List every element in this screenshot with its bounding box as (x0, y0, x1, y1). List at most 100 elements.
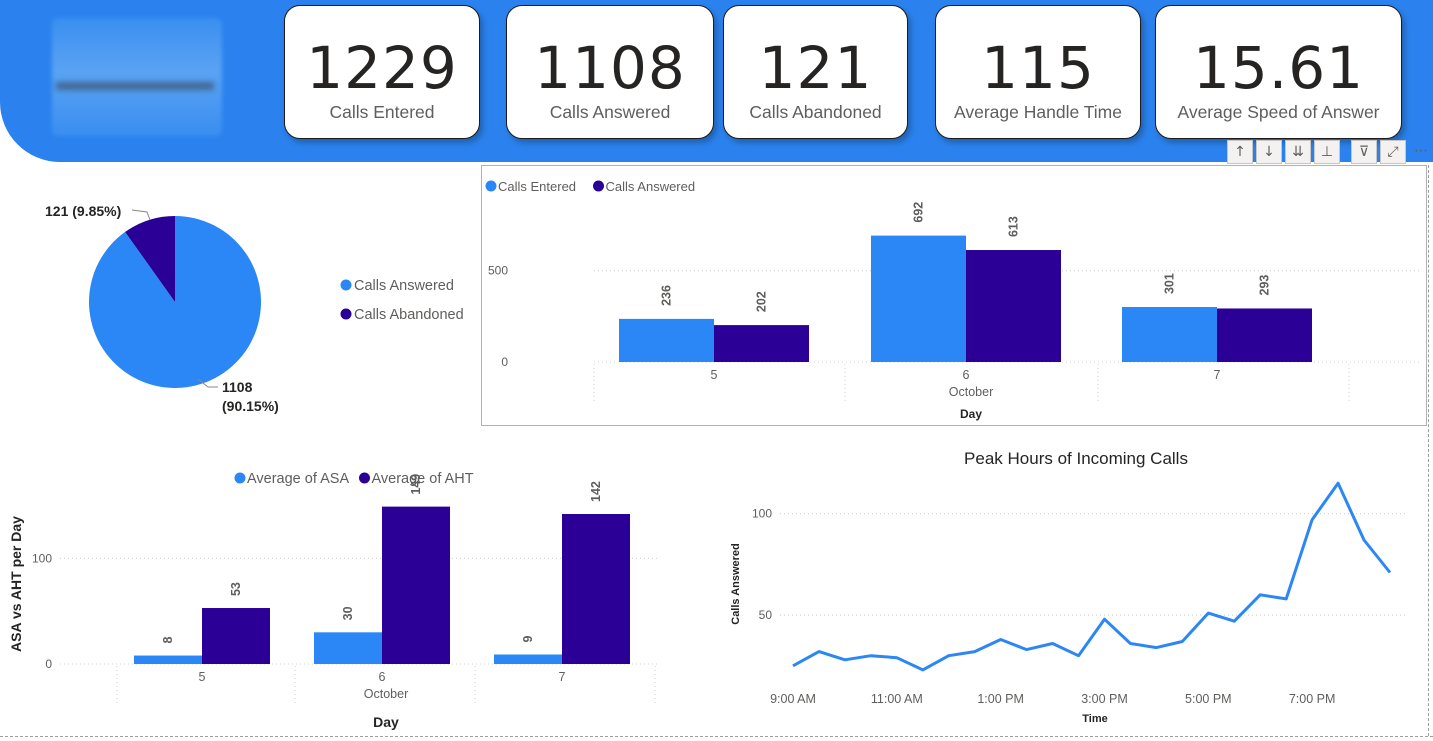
x-axis-title: Time (1082, 713, 1107, 725)
kpi-value: 115 (981, 34, 1095, 102)
bar (494, 654, 562, 664)
y-tick-label: 50 (759, 608, 773, 622)
bar-data-label: 9 (521, 635, 535, 642)
pie-slice-calls-abandoned (125, 216, 175, 302)
kpi-label: Calls Entered (329, 102, 435, 122)
bar (202, 608, 270, 664)
legend-label: Calls Answered (606, 179, 696, 194)
asa-aht-bar-chart[interactable]: 0 100 8 53 5 30 149 6 9 142 7 October Day Average of … (0, 440, 700, 740)
bar-data-label: 293 (1258, 275, 1272, 296)
line-series-calls-answered (792, 481, 1392, 672)
bar-data-label: 613 (1007, 216, 1021, 237)
bar (314, 632, 382, 664)
page-border (1428, 165, 1430, 736)
legend-marker (234, 472, 246, 484)
legend-marker (359, 472, 370, 484)
kpi-label: Calls Abandoned (749, 102, 882, 122)
x-group-label: October (949, 385, 993, 399)
chart-title: Peak Hours of Incoming Calls (964, 449, 1188, 468)
x-tick-label: 9:00 AM (770, 692, 816, 706)
chart-frame (481, 165, 1427, 426)
legend-marker (593, 180, 604, 192)
pie-data-label: (90.15%) (222, 398, 279, 414)
y-axis-title: Calls Answered (730, 543, 742, 625)
bar-data-label: 149 (409, 474, 423, 495)
arrow-down-icon[interactable]: ↓ (1256, 140, 1282, 164)
bar (714, 325, 809, 362)
kpi-value: 1229 (306, 34, 458, 102)
bar (1122, 307, 1217, 362)
bar-data-label: 8 (161, 637, 175, 644)
bar (134, 655, 202, 664)
legend-marker (485, 180, 497, 192)
x-tick-label: 6 (963, 368, 970, 382)
x-tick-label: 5:00 PM (1185, 692, 1232, 706)
legend-marker (340, 279, 352, 291)
bar-data-label: 301 (1163, 273, 1177, 294)
x-axis-title: Day (373, 714, 399, 730)
y-axis-title: ASA vs AHT per Day (8, 516, 24, 652)
y-tick-label: 0 (45, 657, 52, 671)
kpi-card-calls-answered[interactable]: 1108 Calls Answered (506, 5, 714, 139)
bar (1217, 308, 1312, 362)
kpi-card-average-handle-time[interactable]: 115 Average Handle Time (935, 5, 1141, 139)
x-tick-label: 1:00 PM (977, 692, 1024, 706)
x-tick-label: 5 (711, 368, 718, 382)
legend-label: Calls Answered (354, 278, 454, 294)
leader-line (197, 378, 218, 388)
x-tick-label: 11:00 AM (871, 692, 923, 706)
pie-chart[interactable]: 121 (9.85%) 1108 (90.15%) Calls Answered Cal… (0, 165, 480, 425)
pie-data-label: 1108 (222, 379, 253, 395)
bar (619, 318, 714, 362)
x-tick-label: 5 (199, 670, 206, 684)
leader-line (131, 209, 151, 221)
page-border (0, 736, 1433, 738)
more-options-icon[interactable]: ⋯ (1414, 143, 1428, 159)
bar-data-label: 692 (912, 202, 926, 223)
kpi-value: 121 (758, 34, 873, 102)
kpi-card-calls-entered[interactable]: 1229 Calls Entered (284, 5, 480, 139)
pie-data-label: 121 (9.85%) (45, 203, 121, 219)
x-tick-label: 6 (379, 670, 386, 684)
legend-label: Calls Abandoned (354, 307, 464, 323)
bar (966, 250, 1061, 362)
bar-data-label: 53 (229, 582, 243, 596)
legend-label: Average of ASA (247, 471, 349, 487)
bar-data-label: 202 (755, 291, 769, 312)
bar (562, 514, 630, 664)
bar-data-label: 30 (341, 606, 355, 620)
kpi-label: Calls Answered (549, 102, 671, 122)
x-tick-label: 7 (1214, 368, 1221, 382)
legend-label: Calls Entered (498, 179, 576, 194)
visual-toolbar: ↑ ↓ ⇊ ⊥ ⊽ ⤢ ⋯ (1227, 140, 1433, 164)
x-tick-label: 7 (559, 670, 566, 684)
y-tick-label: 0 (501, 355, 508, 369)
expand-hierarchy-icon[interactable]: ⊥ (1314, 140, 1340, 164)
y-tick-label: 100 (32, 551, 52, 565)
bar-data-label: 236 (660, 285, 674, 306)
kpi-label: Average Handle Time (954, 102, 1122, 122)
legend-label: Average of AHT (372, 471, 474, 487)
bar (871, 235, 966, 362)
x-group-label: October (364, 687, 408, 701)
x-tick-label: 3:00 PM (1081, 692, 1128, 706)
kpi-label: Average Speed of Answer (1177, 102, 1380, 122)
bar-data-label: 142 (589, 481, 603, 502)
kpi-value: 1108 (534, 34, 686, 102)
kpi-card-calls-abandoned[interactable]: 121 Calls Abandoned (723, 5, 908, 139)
legend-marker (340, 308, 352, 320)
company-logo (52, 18, 222, 136)
filter-icon[interactable]: ⊽ (1351, 140, 1377, 164)
x-axis-title: Day (960, 407, 982, 421)
peak-hours-line-chart[interactable]: Peak Hours of Incoming Calls 50 100 9:00 AM… (700, 440, 1428, 736)
y-tick-label: 100 (752, 507, 772, 521)
double-arrow-down-icon[interactable]: ⇊ (1285, 140, 1311, 164)
bar (382, 506, 450, 664)
kpi-value: 15.61 (1192, 34, 1365, 102)
x-tick-label: 7:00 PM (1289, 692, 1336, 706)
kpi-card-average-speed-of-answer[interactable]: 15.61 Average Speed of Answer (1155, 5, 1402, 139)
calls-bar-chart[interactable]: 0 500 236 202 5 692 613 6 301 293 7 October Day Calls… (481, 165, 1427, 426)
focus-mode-icon[interactable]: ⤢ (1380, 140, 1406, 164)
arrow-up-icon[interactable]: ↑ (1227, 140, 1253, 164)
y-tick-label: 500 (488, 264, 508, 278)
